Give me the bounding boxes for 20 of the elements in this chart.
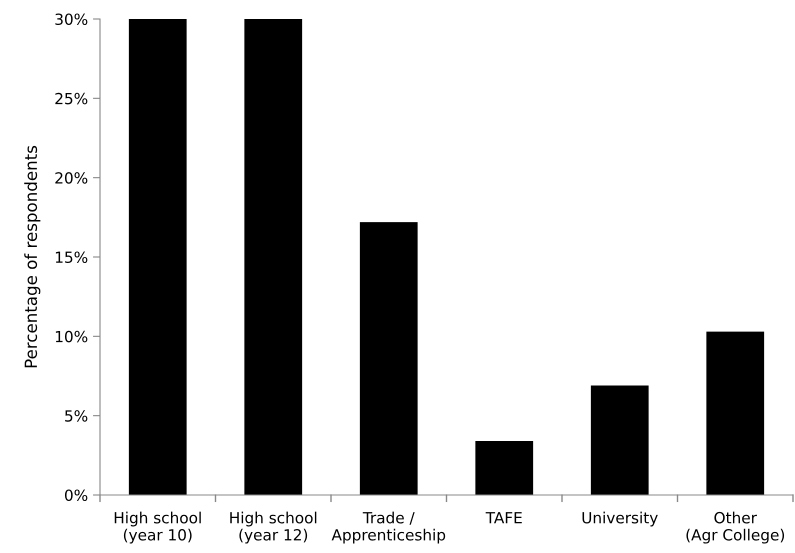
y-tick-label: 30% (55, 13, 88, 26)
x-tick-label: High school (year 12) (230, 512, 316, 544)
y-tick-label: 20% (55, 172, 88, 184)
y-tick-label: 25% (55, 92, 88, 104)
bar (475, 441, 534, 495)
y-tick-label: 0% (64, 489, 88, 502)
x-tick-label: University (582, 512, 658, 526)
x-tick-label: Trade / Apprenticeship (332, 512, 446, 544)
y-tick-label: 15% (56, 251, 88, 264)
x-tick-label: High school (year 10) (114, 512, 201, 544)
bar (360, 222, 418, 495)
y-axis-title: Percentage of respondents (24, 146, 40, 368)
bar (590, 386, 649, 495)
x-tick-label: TAFE (486, 512, 522, 524)
bar (128, 19, 187, 495)
y-tick-label: 5% (65, 410, 88, 422)
bar (244, 19, 302, 495)
y-tick-label: 10% (56, 330, 88, 342)
x-tick-label: Other (Agr College) (686, 512, 784, 544)
bar (706, 332, 764, 495)
